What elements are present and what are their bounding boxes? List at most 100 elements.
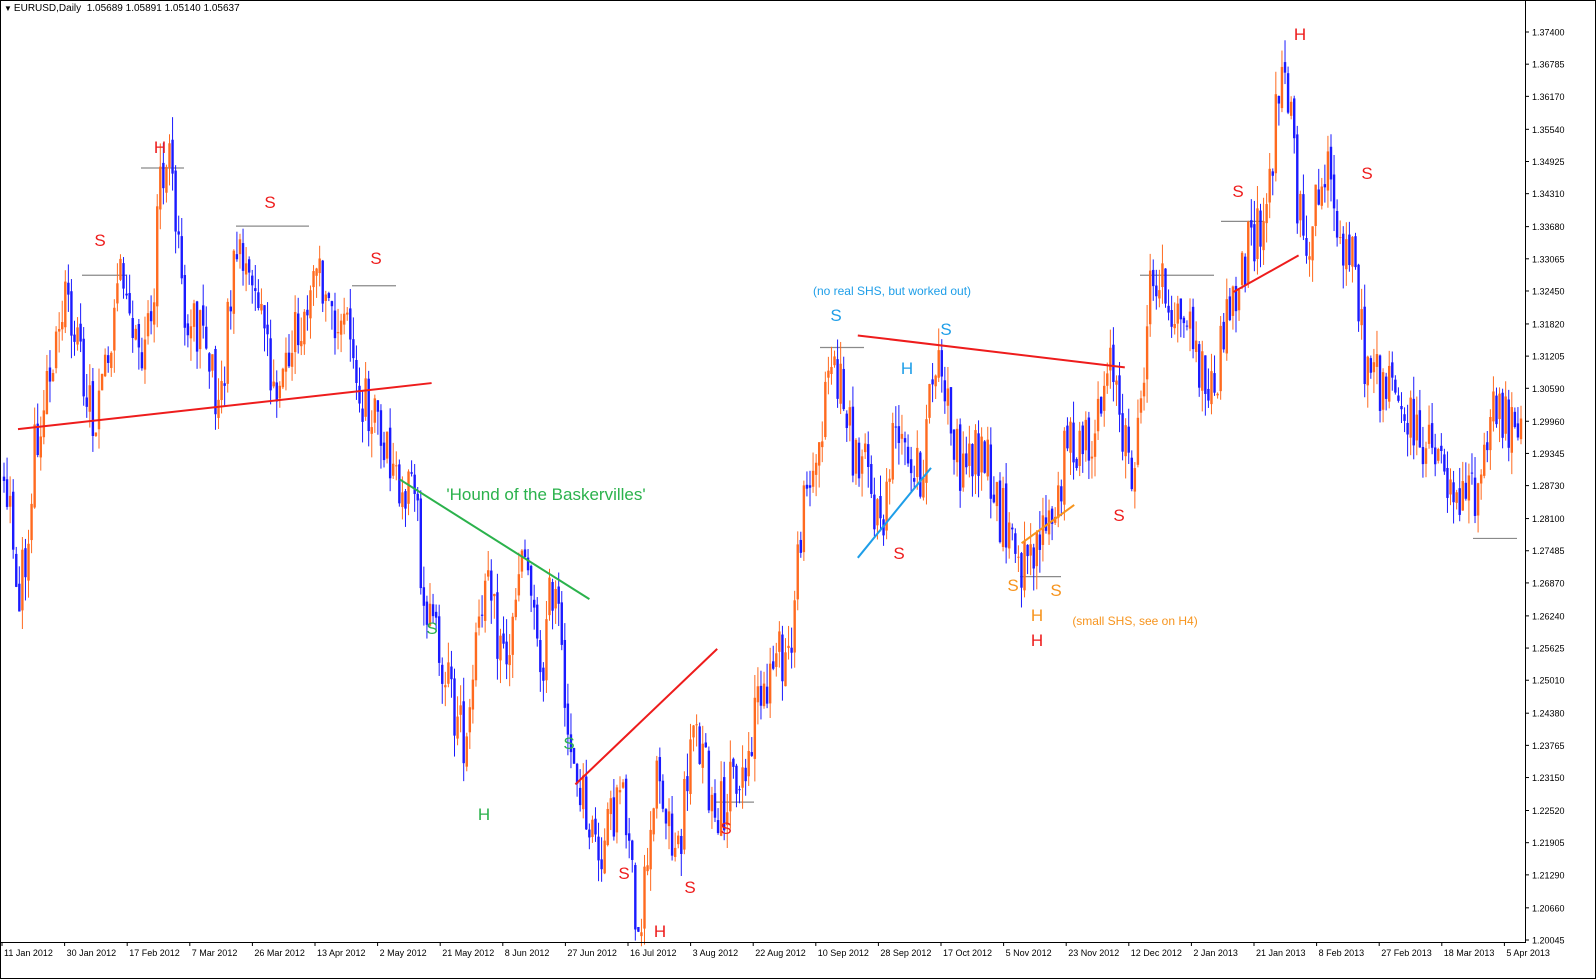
candle-bear (903, 438, 907, 443)
candle-bull (1388, 365, 1391, 402)
candle-bull (768, 663, 772, 704)
candle-bear (1302, 194, 1305, 236)
candle-bear (1185, 325, 1189, 327)
candle-bull (1479, 474, 1483, 484)
candle-bear (989, 444, 993, 499)
candle-bear (1293, 98, 1296, 139)
candle-bull (1029, 544, 1032, 556)
candle-bear (235, 254, 239, 260)
annotation-s-red: S (1232, 182, 1243, 201)
annotation-h-red: H (1031, 631, 1043, 650)
candle-bear (122, 263, 125, 289)
candle-bull (97, 390, 101, 430)
candle-bear (1513, 411, 1517, 427)
annotation-s-red: S (370, 249, 381, 268)
candle-bear (1440, 445, 1443, 451)
candle-bear (572, 748, 576, 764)
candle-bull (741, 767, 744, 788)
time-tick-label: 12 Dec 2012 (1131, 948, 1182, 958)
candle-bear (750, 752, 753, 756)
candle-bear (790, 647, 793, 653)
candle-bear (1075, 458, 1078, 468)
candle-bear (735, 765, 738, 794)
candle-bull (854, 439, 858, 474)
candle-bear (965, 453, 968, 468)
candle-bear (85, 397, 88, 407)
candle-bull (370, 427, 373, 434)
candle-bear (851, 406, 855, 476)
candle-bear (1421, 447, 1425, 465)
candle-bear (680, 836, 683, 854)
candle-bear (1243, 256, 1247, 286)
candle-bull (591, 819, 594, 837)
candle-bull (833, 356, 836, 366)
price-tick-label: 1.24380 (1532, 709, 1565, 719)
candle-bull (1345, 239, 1348, 270)
candle-bear (569, 734, 573, 753)
candle-bull (934, 375, 937, 387)
candle-bear (106, 355, 110, 363)
candle-bear (15, 553, 18, 587)
candle-bear (588, 829, 591, 838)
candle-bull (753, 697, 757, 759)
candle-bear (542, 667, 545, 681)
time-tick-label: 22 Aug 2012 (755, 948, 806, 958)
candle-bear (1072, 422, 1075, 463)
candle-bear (1305, 238, 1308, 256)
candle-bear (11, 491, 15, 550)
candle-bear (1234, 285, 1238, 312)
candle-bear (349, 308, 352, 340)
candle-bear (1087, 417, 1091, 461)
price-tick-label: 1.28100 (1532, 514, 1565, 524)
annotation-h-red: H (654, 922, 666, 941)
dropdown-arrow-icon[interactable]: ▼ (4, 4, 12, 13)
candle-bear (223, 383, 226, 386)
candle-bear (263, 305, 266, 329)
candle-bear (1020, 553, 1023, 588)
candle-bear (1486, 442, 1489, 451)
price-tick-label: 1.21290 (1532, 870, 1565, 880)
annotation-h-red: H (1294, 25, 1306, 44)
candle-bear (808, 485, 812, 488)
candle-bear (131, 318, 134, 338)
candle-bull (1225, 299, 1228, 354)
candle-bull (487, 570, 490, 577)
candle-bull (407, 471, 410, 504)
candle-bear (857, 442, 861, 479)
candle-bear (1458, 488, 1461, 515)
candle-bear (707, 750, 711, 811)
candle-bear (1400, 405, 1403, 410)
candle-bull (848, 407, 852, 426)
candle-bear (732, 758, 735, 767)
candle-bear (73, 334, 76, 342)
candle-bear (906, 446, 910, 464)
candle-bear (241, 243, 245, 271)
annotation-s-green: S (426, 619, 437, 638)
candle-bear (413, 474, 416, 494)
candle-bull (1265, 204, 1268, 224)
candle-bull (1381, 372, 1385, 410)
candle-bull (796, 544, 799, 600)
candle-bull (315, 268, 318, 276)
candle-bear (1296, 134, 1299, 224)
candle-bear (1357, 264, 1360, 322)
candle-bear (1418, 410, 1422, 448)
candle-bear (1406, 422, 1409, 435)
candle-bull (226, 301, 229, 384)
price-tick-label: 1.30590 (1532, 384, 1565, 394)
annotation-s-red: S (720, 819, 731, 838)
candle-bear (971, 444, 974, 477)
annotation-note: 'Hound of the Baskervilles' (446, 485, 645, 504)
candle-bull (146, 313, 150, 337)
time-tick-label: 8 Feb 2013 (1319, 948, 1365, 958)
candle-bull (643, 866, 646, 929)
candle-bear (140, 352, 144, 369)
candle-bear (177, 231, 180, 235)
candle-bear (297, 313, 300, 346)
candle-bull (272, 381, 275, 387)
candle-bull (1093, 433, 1097, 457)
candle-bear (1198, 344, 1201, 388)
candle-bull (1173, 324, 1176, 329)
